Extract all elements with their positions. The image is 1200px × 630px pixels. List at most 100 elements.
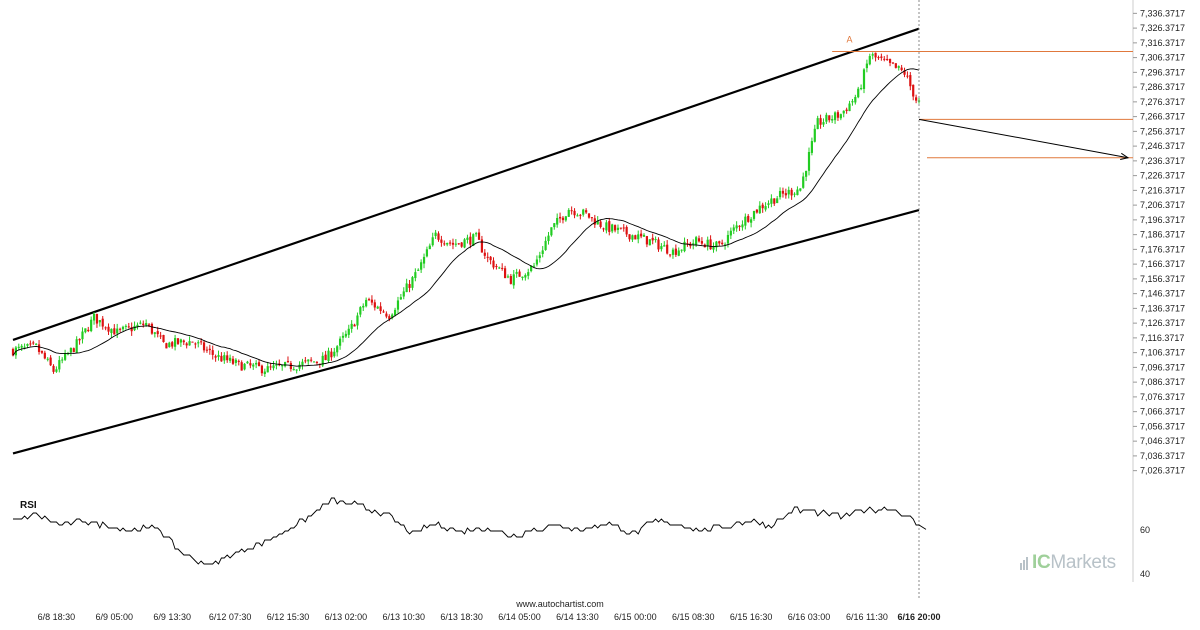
candle-body (150, 323, 154, 334)
candle-body (721, 242, 724, 245)
price-tick-label: 7,026.3717 (1140, 466, 1185, 476)
candle-body (567, 209, 570, 217)
candle-body (75, 339, 78, 353)
price-tick-label: 7,116.3717 (1140, 333, 1184, 343)
candle-body (81, 331, 84, 340)
candle-body (831, 119, 834, 121)
candle-body (619, 227, 622, 229)
candle-body (408, 284, 411, 288)
candle-body (695, 237, 698, 245)
candle-body (359, 307, 362, 315)
candle-body (61, 359, 64, 361)
candle-body (333, 351, 336, 357)
candle-body (446, 242, 449, 245)
candle-body (257, 362, 261, 366)
candle-body (338, 338, 342, 346)
candle-body (645, 236, 649, 245)
candle-body (362, 305, 365, 308)
candle-body (139, 322, 142, 324)
candle-body (37, 344, 41, 352)
candle-body (648, 239, 651, 246)
candle-body (422, 256, 426, 264)
candle-body (353, 324, 356, 327)
candle-body (393, 309, 397, 316)
candle-body (585, 210, 588, 213)
candle-body (767, 203, 770, 205)
candle-body (460, 242, 463, 247)
candle-body (894, 63, 897, 68)
candle-body (211, 350, 214, 355)
candle-body (399, 297, 402, 300)
candle-body (700, 241, 704, 244)
price-tick-label: 7,136.3717 (1140, 303, 1185, 313)
candle-body (443, 243, 446, 245)
candle-body (127, 326, 130, 328)
candle-body (741, 224, 744, 228)
rsi-tick-label: 40 (1140, 569, 1150, 579)
candle-body (692, 243, 695, 245)
candle-body (356, 315, 359, 326)
channel-upper-line (12, 27, 920, 341)
price-tick-label: 7,156.3717 (1140, 274, 1185, 284)
candle-body (391, 314, 394, 319)
candle-body (822, 122, 825, 125)
price-tick-label: 7,256.3717 (1140, 126, 1185, 136)
current-time-label: 6/16 20:00 (897, 612, 940, 622)
candle-body (480, 239, 484, 253)
brand-logo: ICMarkets (1020, 552, 1116, 576)
candle-body (677, 250, 680, 256)
candle-body (550, 227, 553, 236)
candle-body (260, 365, 264, 374)
candle-body (747, 215, 750, 222)
candle-body (883, 58, 886, 60)
price-tick-label: 7,206.3717 (1140, 200, 1185, 210)
candle-body (495, 266, 498, 268)
candle-body (613, 225, 617, 231)
candle-body (124, 325, 127, 327)
candle-body (492, 260, 495, 268)
time-axis: 6/8 18:30 6/9 05:00 6/9 13:30 6/12 07:30 6/1… (38, 612, 941, 622)
candle-body (857, 88, 860, 98)
price-tick-label: 7,106.3717 (1140, 348, 1185, 358)
candle-body (463, 239, 466, 248)
candle-body (764, 206, 767, 210)
candle-body (602, 228, 605, 230)
candle-body (750, 219, 753, 223)
price-tick-label: 7,176.3717 (1140, 244, 1185, 254)
price-tick-label: 7,056.3717 (1140, 421, 1185, 431)
candle-body (176, 338, 180, 344)
candle-body (336, 346, 339, 353)
candle-body (530, 265, 533, 272)
time-tick-label: 6/16 03:00 (788, 612, 831, 622)
candle-body (153, 332, 156, 334)
moving-average-line (12, 68, 920, 367)
candle-body (651, 237, 654, 241)
candle-body (865, 63, 868, 69)
time-tick-label: 6/15 08:30 (672, 612, 715, 622)
candle-body (98, 320, 101, 323)
candle-body (159, 335, 162, 337)
price-tick-label: 7,066.3717 (1140, 407, 1185, 417)
candle-body (23, 346, 26, 348)
candle-body (310, 359, 313, 361)
candle-body (888, 58, 892, 63)
candle-body (11, 348, 15, 356)
candle-body (666, 244, 669, 254)
candle-body (312, 361, 316, 363)
candle-body (286, 360, 290, 362)
candle-body (515, 272, 518, 274)
candle-body (469, 236, 472, 245)
candle-body (802, 176, 805, 188)
price-tick-label: 7,296.3717 (1140, 67, 1185, 77)
price-tick-label: 7,046.3717 (1140, 436, 1185, 446)
candle-body (466, 237, 469, 240)
candle-body (475, 233, 478, 235)
candle-body (532, 265, 536, 267)
price-tick-label: 7,266.3717 (1140, 112, 1185, 122)
forecast-projection (918, 118, 1130, 160)
candle-body (784, 193, 787, 196)
candle-body (295, 369, 298, 371)
candle-body (26, 344, 29, 346)
candle-body (350, 323, 353, 329)
candle-body (64, 353, 67, 360)
